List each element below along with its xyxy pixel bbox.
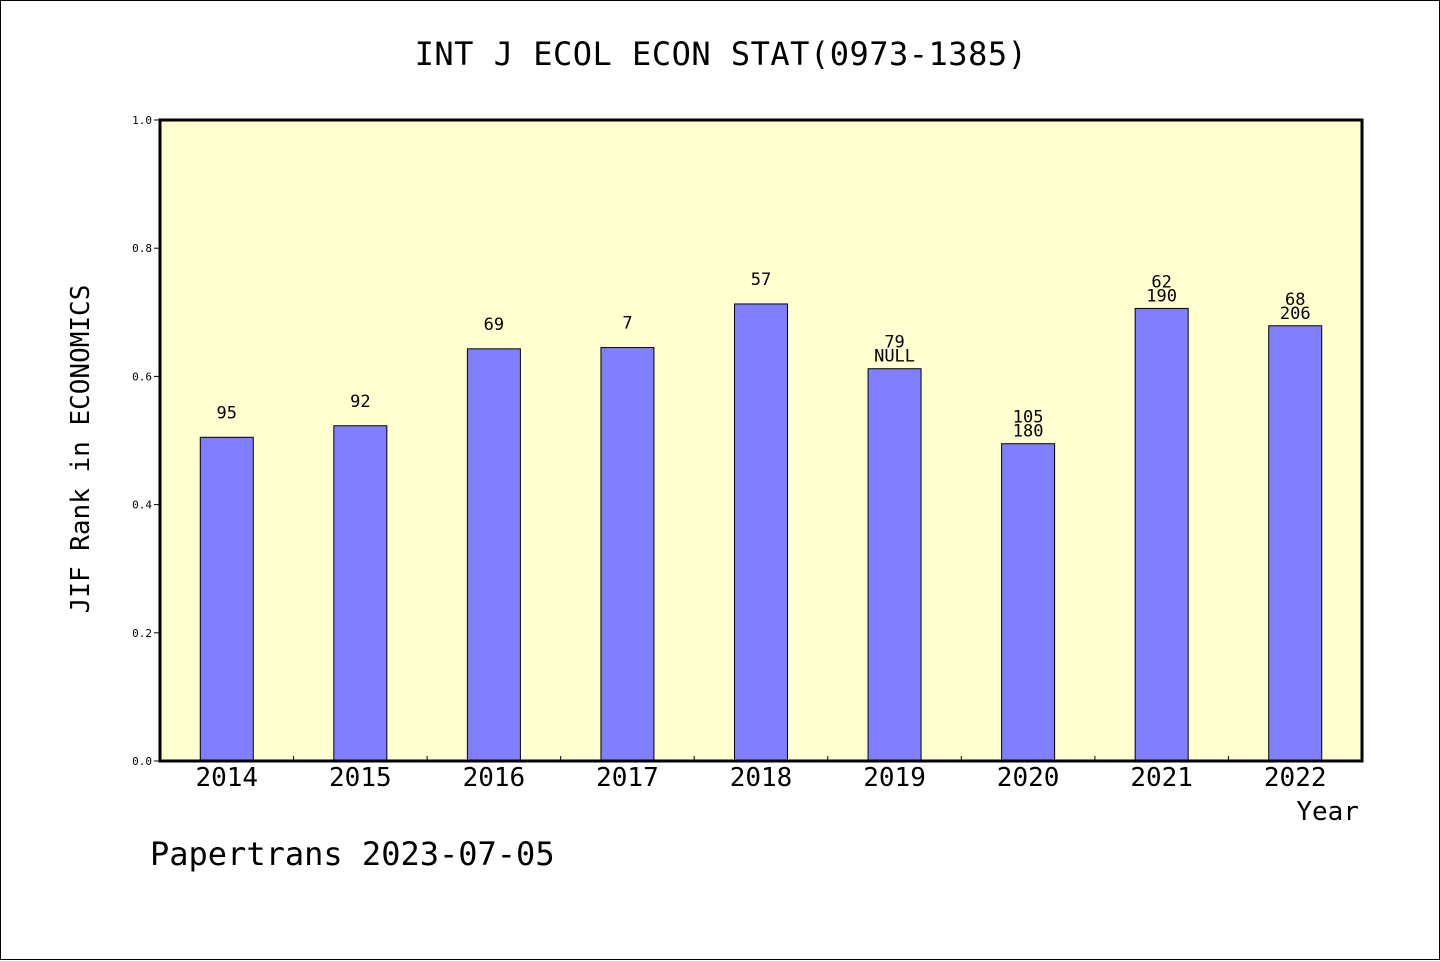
bar	[1134, 307, 1189, 762]
bar-data-label: 190	[1146, 286, 1177, 306]
y-tick-label: 1.0	[132, 114, 152, 127]
bar-data-label: 57	[751, 270, 771, 290]
x-axis-title: Year	[1296, 797, 1359, 827]
x-tick-label: 2014	[195, 763, 258, 793]
bar-data-label: 7	[622, 314, 632, 334]
bar	[333, 425, 388, 762]
bar	[199, 436, 254, 762]
y-tick-label: 0.2	[132, 627, 152, 640]
chart-title: INT J ECOL ECON STAT(0973-1385)	[414, 35, 1028, 73]
y-tick-label: 0.8	[132, 242, 152, 255]
x-tick-label: 2015	[329, 763, 392, 793]
x-tick-label: 2020	[997, 763, 1060, 793]
y-tick-label: 0.6	[132, 370, 152, 383]
bar-data-label: 62	[1151, 272, 1171, 292]
bar	[1268, 325, 1323, 762]
plot-frame	[158, 118, 1364, 763]
x-tick-label: 2021	[1130, 763, 1193, 793]
x-tick-label: 2016	[463, 763, 526, 793]
bar-data-label: 105	[1013, 408, 1044, 428]
bar	[600, 347, 655, 762]
x-tick-label: 2017	[596, 763, 659, 793]
x-tick-label: 2022	[1264, 763, 1327, 793]
bar-data-label: 180	[1013, 422, 1044, 442]
footer-note: Papertrans 2023-07-05	[150, 835, 555, 873]
bar-data-label: NULL	[874, 347, 915, 367]
bar-data-label: 95	[217, 403, 237, 423]
x-tick-label: 2019	[863, 763, 926, 793]
bar-data-label: 206	[1280, 304, 1311, 324]
bar-data-label: 68	[1285, 290, 1305, 310]
bar-data-label: 79	[884, 333, 904, 353]
bar	[867, 368, 922, 762]
bar	[466, 348, 521, 762]
y-tick-label: 0.4	[132, 499, 152, 512]
bar-data-label: 92	[350, 392, 370, 412]
bar	[734, 303, 788, 762]
x-tick-label: 2018	[730, 763, 793, 793]
y-tick-label: 0.0	[132, 755, 152, 768]
bar-data-label: 69	[484, 315, 504, 335]
bar	[1001, 443, 1056, 762]
